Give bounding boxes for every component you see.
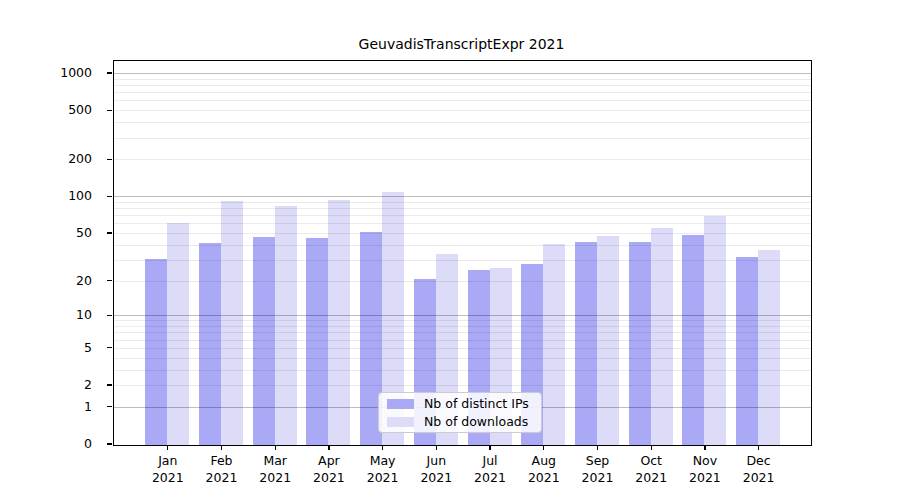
bar-downloads — [597, 236, 619, 445]
bar-distinct-ips — [736, 257, 758, 445]
x-tick-month: Jul — [458, 452, 522, 469]
y-tick-label: 100 — [68, 188, 92, 204]
y-tick-label: 2 — [84, 377, 92, 393]
x-tick-month: Apr — [297, 452, 361, 469]
bar-distinct-ips — [253, 237, 275, 445]
y-tick-mark — [107, 443, 112, 444]
y-tick-label: 0 — [84, 436, 92, 452]
gridline-minor — [114, 110, 811, 111]
bar-downloads — [275, 206, 297, 445]
legend-label-distinct-ips: Nb of distinct IPs — [424, 397, 529, 411]
x-tick-label: Sep2021 — [566, 452, 630, 486]
x-tick-year: 2021 — [404, 469, 468, 486]
plot-area — [113, 60, 812, 446]
x-tick-month: Nov — [673, 452, 737, 469]
bar-distinct-ips — [682, 235, 704, 445]
x-tick-year: 2021 — [727, 469, 791, 486]
x-tick-year: 2021 — [458, 469, 522, 486]
x-tick-year: 2021 — [297, 469, 361, 486]
x-tick-month: Oct — [619, 452, 683, 469]
bar-downloads — [651, 228, 673, 445]
gridline-major — [114, 196, 811, 197]
legend-item-downloads: Nb of downloads — [387, 415, 541, 429]
bar-distinct-ips — [629, 242, 651, 445]
x-tick-year: 2021 — [351, 469, 415, 486]
bar-downloads — [543, 244, 565, 445]
gridline-minor — [114, 202, 811, 203]
y-tick-mark — [107, 406, 112, 407]
x-tick-label: Aug2021 — [512, 452, 576, 486]
y-tick-label: 5 — [84, 340, 92, 356]
x-tick-year: 2021 — [673, 469, 737, 486]
x-tick-month: Sep — [566, 452, 630, 469]
x-tick-label: Nov2021 — [673, 452, 737, 486]
bar-downloads — [704, 216, 726, 445]
y-tick-mark — [107, 384, 112, 385]
x-tick-label: Apr2021 — [297, 452, 361, 486]
x-tick-label: May2021 — [351, 452, 415, 486]
x-tick-label: Feb2021 — [190, 452, 254, 486]
gridline-minor — [114, 208, 811, 209]
bar-downloads — [167, 223, 189, 445]
bar-distinct-ips — [306, 238, 328, 445]
gridline-minor — [114, 122, 811, 123]
bar-distinct-ips — [575, 242, 597, 445]
gridline-minor — [114, 85, 811, 86]
x-tick-month: May — [351, 452, 415, 469]
x-tick-year: 2021 — [512, 469, 576, 486]
y-axis: 01251020501002005001000 — [0, 60, 112, 444]
gridline-minor — [114, 92, 811, 93]
gridline-minor — [114, 79, 811, 80]
bar-distinct-ips — [199, 243, 221, 445]
x-tick-month: Aug — [512, 452, 576, 469]
x-tick-month: Dec — [727, 452, 791, 469]
gridline-major — [114, 73, 811, 74]
legend: Nb of distinct IPs Nb of downloads — [378, 392, 542, 433]
y-tick-label: 500 — [68, 102, 92, 118]
y-tick-label: 1 — [84, 399, 92, 415]
x-tick-year: 2021 — [619, 469, 683, 486]
legend-swatch-downloads — [387, 417, 414, 427]
x-tick-year: 2021 — [566, 469, 630, 486]
y-tick-mark — [107, 347, 112, 348]
x-tick-label: Oct2021 — [619, 452, 683, 486]
y-tick-label: 1000 — [60, 65, 92, 81]
legend-label-downloads: Nb of downloads — [424, 415, 528, 429]
x-tick-month: Jan — [136, 452, 200, 469]
chart-title: GeuvadisTranscriptExpr 2021 — [113, 36, 810, 52]
x-tick-year: 2021 — [190, 469, 254, 486]
x-tick-year: 2021 — [136, 469, 200, 486]
y-tick-label: 50 — [76, 225, 92, 241]
y-tick-label: 200 — [68, 151, 92, 167]
legend-swatch-distinct-ips — [387, 399, 414, 409]
y-tick-mark — [107, 315, 112, 316]
x-tick-label: Jun2021 — [404, 452, 468, 486]
y-tick-mark — [107, 232, 112, 233]
bar-distinct-ips — [145, 259, 167, 445]
bar-downloads — [328, 200, 350, 445]
gridline-minor — [114, 100, 811, 101]
x-tick-label: Mar2021 — [243, 452, 307, 486]
y-tick-mark — [107, 72, 112, 73]
y-tick-mark — [107, 280, 112, 281]
legend-item-distinct-ips: Nb of distinct IPs — [387, 397, 541, 411]
gridline-minor — [114, 138, 811, 139]
x-tick-label: Jul2021 — [458, 452, 522, 486]
y-tick-mark — [107, 159, 112, 160]
x-tick-month: Mar — [243, 452, 307, 469]
y-tick-label: 10 — [76, 307, 92, 323]
x-tick-label: Dec2021 — [727, 452, 791, 486]
bar-downloads — [758, 250, 780, 445]
chart-page: GeuvadisTranscriptExpr 2021 0 1 2 5 10 20 50 10… — [0, 0, 900, 500]
x-tick-month: Jun — [404, 452, 468, 469]
x-tick-label: Jan2021 — [136, 452, 200, 486]
y-tick-mark — [107, 110, 112, 111]
y-tick-label: 20 — [76, 273, 92, 289]
x-tick-year: 2021 — [243, 469, 307, 486]
bar-downloads — [221, 201, 243, 445]
gridline-minor — [114, 159, 811, 160]
y-tick-mark — [107, 196, 112, 197]
x-tick-month: Feb — [190, 452, 254, 469]
